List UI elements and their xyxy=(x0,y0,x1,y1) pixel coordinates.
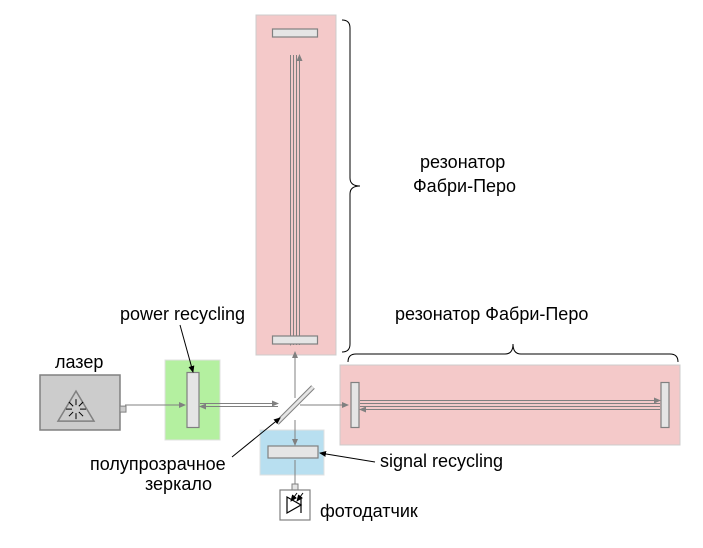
label-beam-splitter-l1: полупрозрачное xyxy=(90,454,226,474)
power-recycling-mirror xyxy=(187,373,199,428)
brace-top-cavity xyxy=(342,20,360,352)
label-power-recycling: power recycling xyxy=(120,304,245,324)
mirror-top-near xyxy=(273,336,318,344)
photodetector-icon xyxy=(280,490,310,520)
label-fp-top-l1: резонатор xyxy=(420,152,505,172)
mirror-right-far xyxy=(661,383,669,428)
label-laser: лазер xyxy=(55,352,103,372)
right-fabry-perot-region xyxy=(340,365,680,445)
mirror-top-far xyxy=(273,29,318,37)
label-signal-recycling: signal recycling xyxy=(380,451,503,471)
leader-signal-recycling xyxy=(320,453,375,462)
label-photodetector: фотодатчик xyxy=(320,501,418,521)
label-fp-right: резонатор Фабри-Перо xyxy=(395,304,588,324)
brace-right-cavity xyxy=(348,344,678,362)
label-fp-top-l2: Фабри-Перо xyxy=(413,176,516,196)
mirror-right-near xyxy=(351,383,359,428)
signal-recycling-mirror xyxy=(268,446,318,458)
label-beam-splitter-l2: зеркало xyxy=(145,474,212,494)
